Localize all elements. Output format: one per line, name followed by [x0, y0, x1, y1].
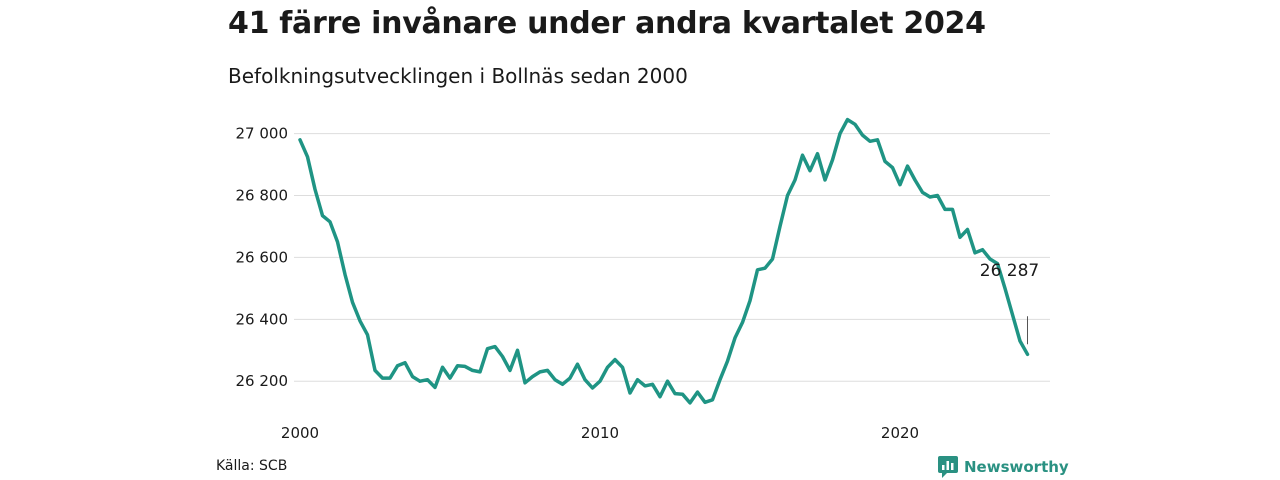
x-tick-label: 2000: [281, 424, 319, 442]
x-tick-label: 2020: [881, 424, 919, 442]
y-tick-label: 26 200: [236, 372, 289, 390]
x-axis-ticks: 2000 2010 2020: [281, 424, 919, 442]
source-note: Källa: SCB: [216, 458, 288, 474]
y-axis-ticks: 26 200 26 400 26 600 26 800 27 000: [236, 125, 289, 391]
end-value-label: 26 287: [980, 261, 1039, 281]
y-tick-label: 26 400: [236, 310, 289, 328]
population-line: [298, 117, 1030, 405]
brand-logo: Newsworthy: [938, 456, 1069, 478]
y-tick-label: 26 800: [236, 186, 289, 204]
brand-name: Newsworthy: [964, 458, 1069, 476]
newsworthy-logo-icon: [938, 456, 958, 478]
chart-subtitle: Befolkningsutvecklingen i Bollnäs sedan …: [228, 64, 688, 88]
chart-title: 41 färre invånare under andra kvartalet …: [228, 6, 986, 41]
y-tick-label: 26 600: [236, 248, 289, 266]
gridlines: [294, 133, 1050, 382]
x-tick-label: 2010: [581, 424, 619, 442]
y-tick-label: 27 000: [236, 125, 289, 143]
